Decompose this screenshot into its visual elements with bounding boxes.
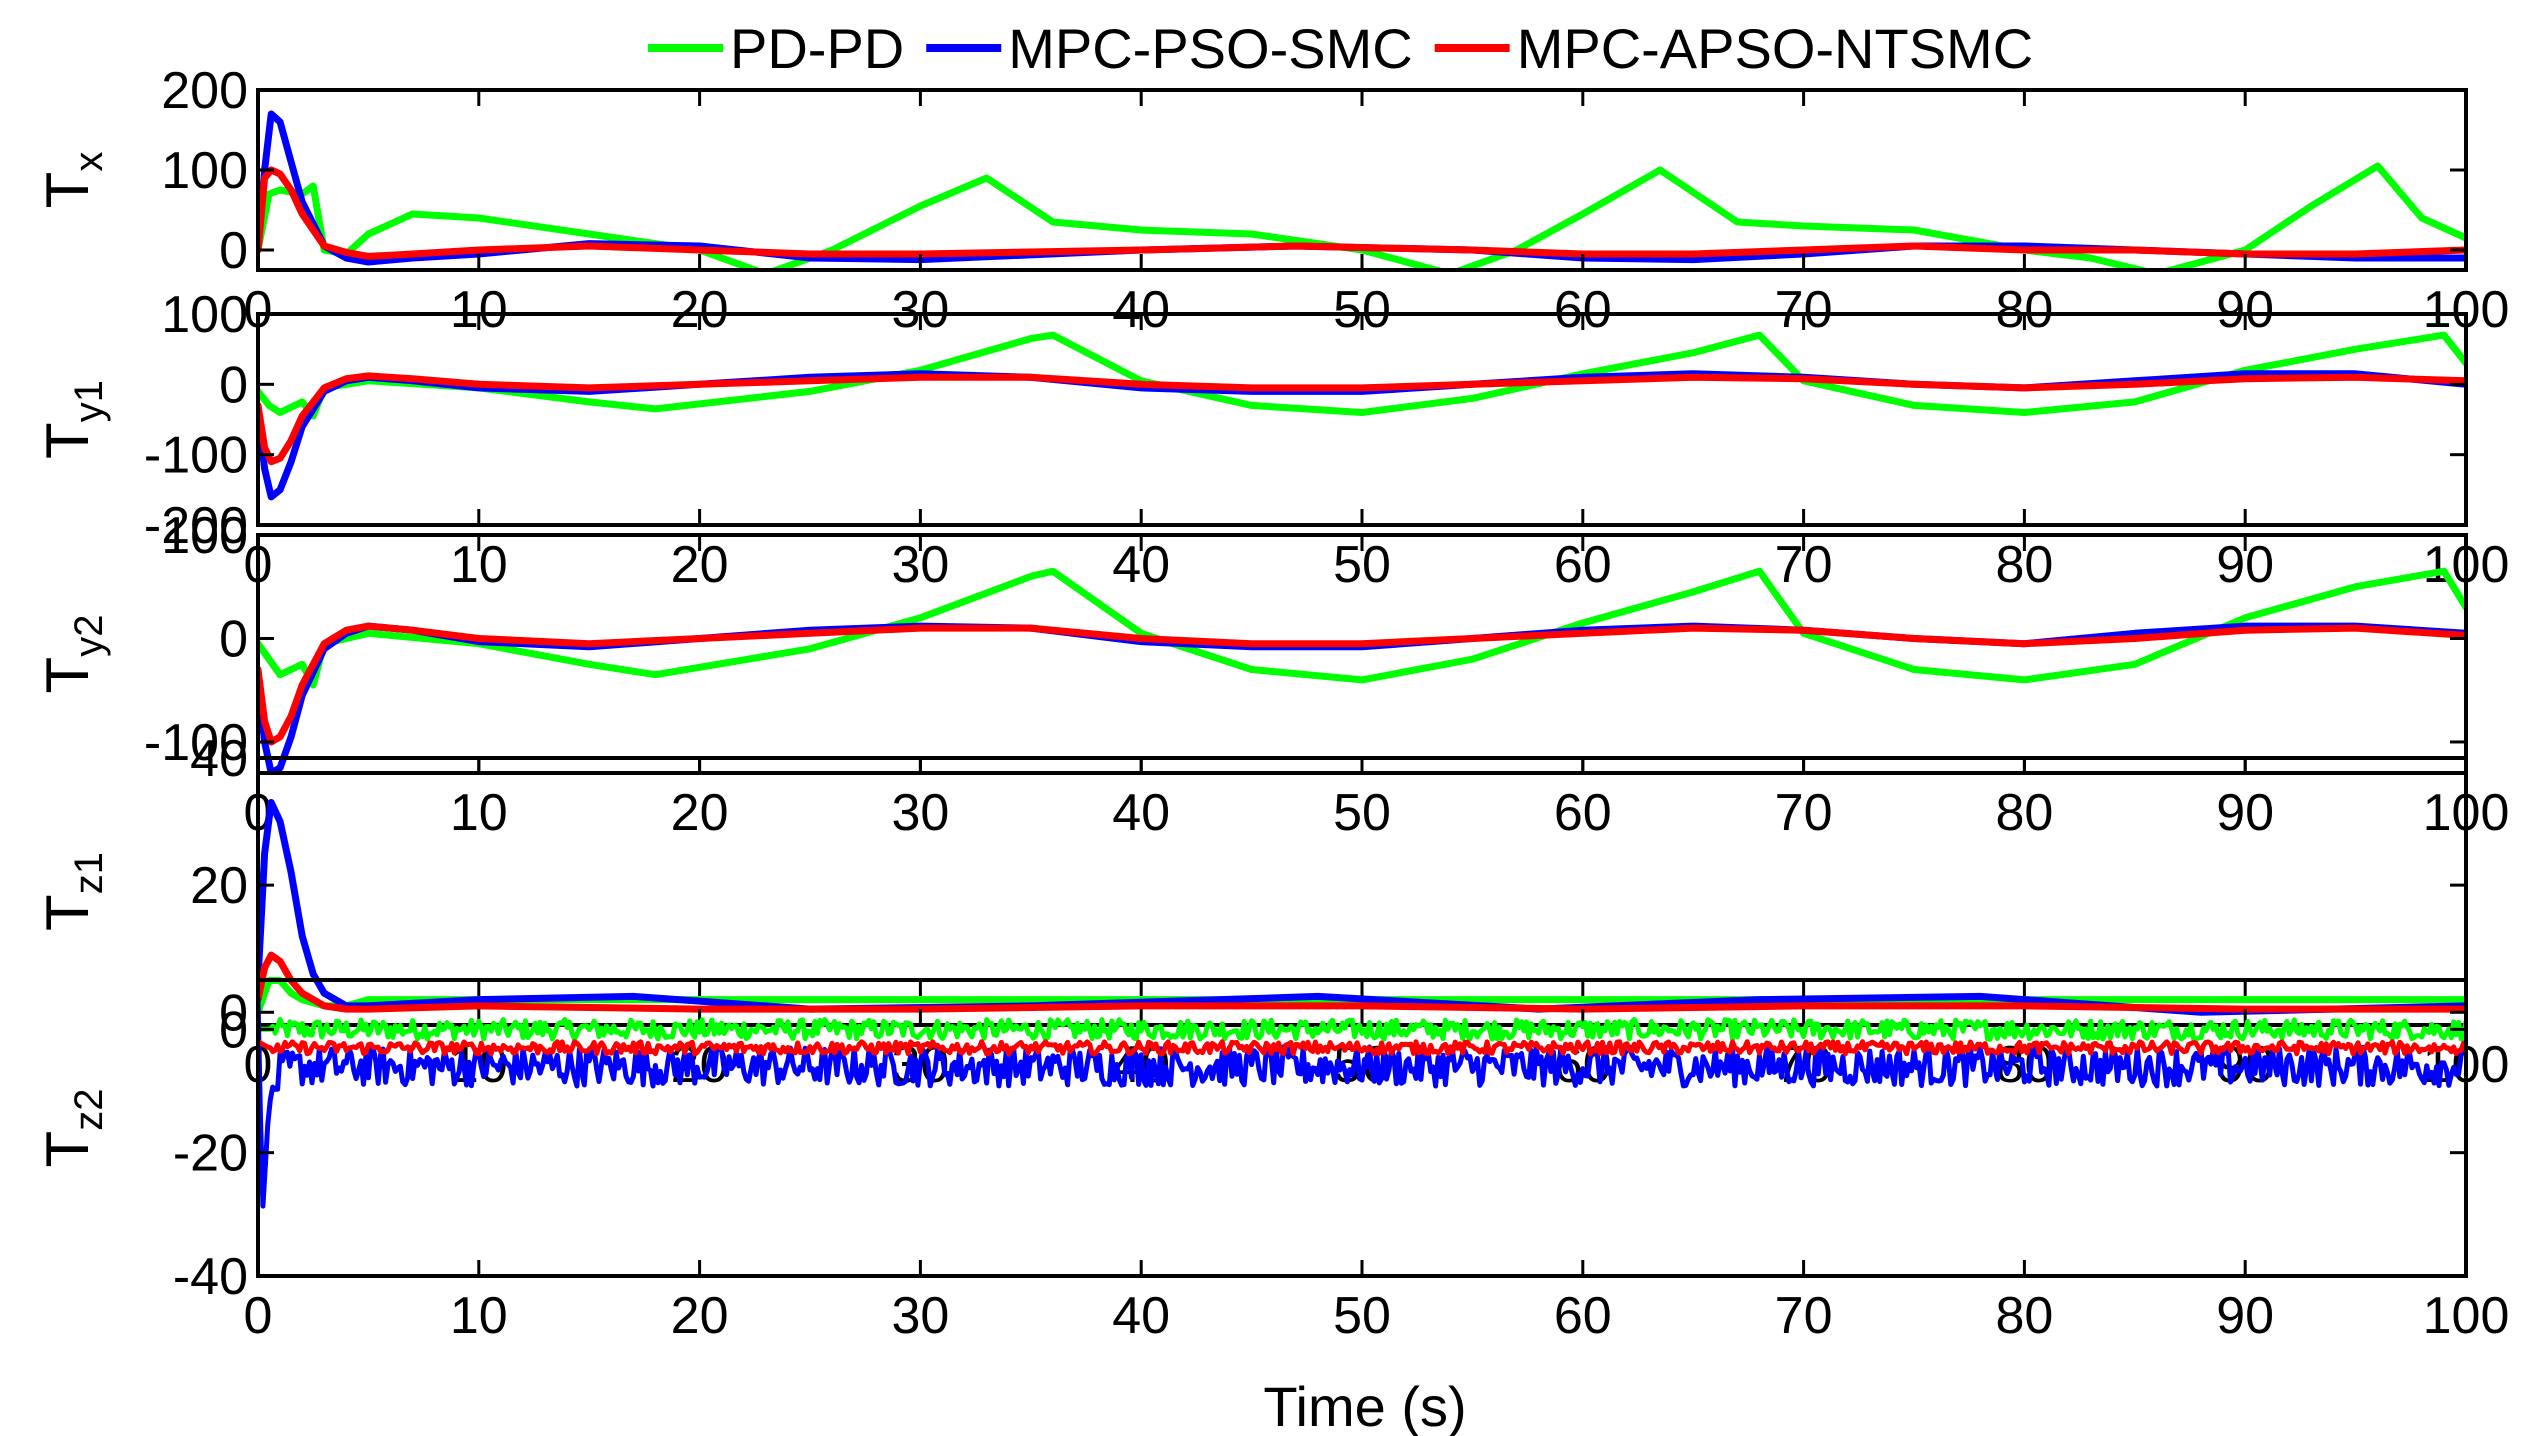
series-line-tz2-mpc-apso-ntsmc — [258, 1039, 2466, 1057]
y-axis-label-sub-ty2: y2 — [67, 615, 111, 657]
series-line-tz1-mpc-apso-ntsmc — [258, 951, 2466, 1013]
x-tick-label-ty2-30: 30 — [891, 784, 949, 842]
series-group-tz2 — [258, 996, 2466, 1209]
legend-entry-pd-pd: PD-PD — [648, 17, 904, 80]
x-tick-label-tz2-70: 70 — [1775, 1287, 1833, 1345]
y-tick-label-ty1--200: -200 — [144, 497, 248, 555]
series-group-ty1 — [258, 331, 2466, 501]
y-tick-label-tz2-0: 0 — [219, 1001, 248, 1059]
x-tick-label-tz2-20: 20 — [671, 1287, 729, 1345]
y-tick-label-tz1-20: 20 — [190, 857, 248, 915]
x-axis-label: Time (s) — [1263, 1375, 1466, 1436]
y-tick-label-ty2--100: -100 — [144, 714, 248, 772]
y-axis-label-main-tz2: T — [34, 1131, 101, 1168]
y-tick-label-ty2-100: 100 — [161, 507, 248, 565]
x-tick-label-tx-10: 10 — [450, 281, 508, 339]
x-tick-label-tz2-30: 30 — [891, 1287, 949, 1345]
y-axis-label-main-ty1: T — [34, 422, 101, 459]
x-tick-label-ty2-80: 80 — [1995, 784, 2053, 842]
series-line-ty1-pd-pd — [258, 331, 2466, 420]
x-tick-label-tx-60: 60 — [1554, 281, 1612, 339]
x-tick-label-ty2-70: 70 — [1775, 784, 1833, 842]
y-axis-label-main-tz1: T — [34, 894, 101, 931]
x-tick-label-ty2-20: 20 — [671, 784, 729, 842]
series-group-ty2 — [258, 567, 2466, 773]
x-tick-label-tx-20: 20 — [671, 281, 729, 339]
series-line-ty1-mpc-apso-ntsmc — [258, 372, 2466, 466]
x-tick-label-tx-90: 90 — [2216, 281, 2274, 339]
series-line-tx-mpc-pso-smc — [258, 110, 2466, 266]
series-line-tz1-mpc-pso-smc — [258, 799, 2466, 1016]
y-tick-label-ty2-0: 0 — [219, 610, 248, 668]
y-axis-label-main-ty2: T — [34, 657, 101, 694]
y-axis-label-sub-tx: x — [67, 152, 111, 172]
y-tick-label-tz2--20: -20 — [173, 1125, 248, 1183]
series-group-tz1 — [258, 799, 2466, 1016]
legend-label-mpc-pso-smc: MPC-PSO-SMC — [1008, 17, 1412, 80]
legend-label-pd-pd: PD-PD — [730, 17, 904, 80]
x-tick-label-tx-50: 50 — [1333, 281, 1391, 339]
y-axis-label-tx: Tx — [34, 152, 111, 209]
x-tick-label-tz2-90: 90 — [2216, 1287, 2274, 1345]
y-tick-label-tz1-0: 0 — [219, 984, 248, 1042]
series-group-tx — [258, 110, 2466, 270]
y-tick-label-ty1-0: 0 — [219, 356, 248, 414]
y-tick-label-tz2--40: -40 — [173, 1248, 248, 1306]
x-tick-label-ty2-90: 90 — [2216, 784, 2274, 842]
legend-entry-mpc-apso-ntsmc: MPC-APSO-NTSMC — [1434, 17, 2033, 80]
x-tick-label-tz2-100: 100 — [2423, 1287, 2510, 1345]
series-line-tz2-mpc-pso-smc — [258, 996, 2466, 1209]
x-tick-label-tz2-50: 50 — [1333, 1287, 1391, 1345]
x-tick-label-tx-70: 70 — [1775, 281, 1833, 339]
series-line-ty2-mpc-apso-ntsmc — [258, 622, 2466, 746]
series-line-ty1-mpc-pso-smc — [258, 370, 2466, 501]
x-tick-label-tz2-0: 0 — [244, 1287, 273, 1345]
y-tick-label-ty1-100: 100 — [161, 286, 248, 344]
y-tick-label-tx-100: 100 — [161, 142, 248, 200]
y-axis-label-sub-ty1: y1 — [67, 380, 111, 422]
y-axis-label-tz2: Tz2 — [34, 1089, 111, 1168]
legend: PD-PD MPC-PSO-SMC MPC-APSO-NTSMC — [648, 17, 2033, 80]
y-axis-label-tz1: Tz1 — [34, 852, 111, 931]
x-tick-label-tz2-40: 40 — [1112, 1287, 1170, 1345]
legend-entry-mpc-pso-smc: MPC-PSO-SMC — [926, 17, 1413, 80]
y-axis-label-main-tx: T — [34, 172, 101, 209]
y-axis-label-ty2: Ty2 — [34, 615, 111, 694]
x-tick-label-tz2-60: 60 — [1554, 1287, 1612, 1345]
subplot-tz2: 0 10 20 30 40 50 60 70 80 90 100 -40 -20 0 Tz2 — [34, 978, 2510, 1345]
series-line-ty2-mpc-pso-smc — [258, 622, 2466, 773]
y-tick-label-tx-0: 0 — [219, 222, 248, 280]
y-tick-label-tx-200: 200 — [161, 62, 248, 120]
legend-label-mpc-apso-ntsmc: MPC-APSO-NTSMC — [1517, 17, 2033, 80]
x-tick-label-ty2-10: 10 — [450, 784, 508, 842]
x-tick-label-ty2-50: 50 — [1333, 784, 1391, 842]
y-tick-label-ty1--100: -100 — [144, 427, 248, 485]
y-axis-label-sub-tz2: z2 — [67, 1089, 111, 1131]
x-tick-label-ty2-60: 60 — [1554, 784, 1612, 842]
x-tick-label-ty2-40: 40 — [1112, 784, 1170, 842]
x-tick-label-tx-80: 80 — [1995, 281, 2053, 339]
x-tick-label-tz2-80: 80 — [1995, 1287, 2053, 1345]
axes-box-ty1 — [256, 312, 2468, 527]
x-tick-label-tx-30: 30 — [891, 281, 949, 339]
y-axis-label-sub-tz1: z1 — [67, 852, 111, 894]
y-axis-label-ty1: Ty1 — [34, 380, 111, 459]
x-tick-label-tx-40: 40 — [1112, 281, 1170, 339]
y-tick-label-tz1-40: 40 — [190, 730, 248, 788]
x-tick-label-tz2-10: 10 — [450, 1287, 508, 1345]
series-line-tx-mpc-apso-ntsmc — [258, 166, 2466, 260]
series-line-tz2-pd-pd — [258, 1017, 2466, 1042]
